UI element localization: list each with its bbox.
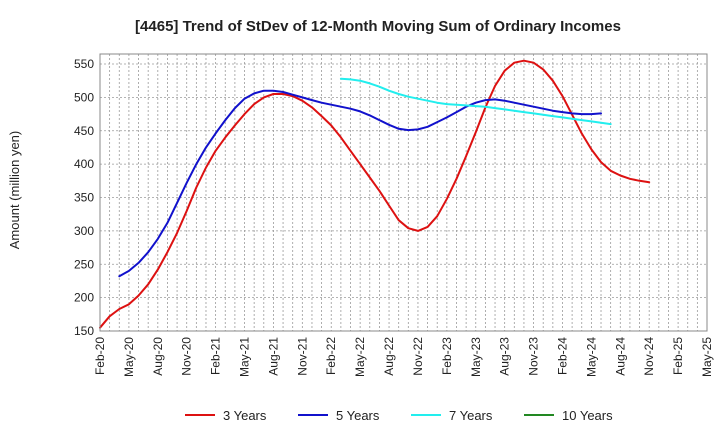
legend-label: 10 Years <box>562 408 613 423</box>
series-lines <box>99 59 651 329</box>
x-tick-label: Nov-21 <box>295 337 309 376</box>
legend-label: 3 Years <box>223 408 267 423</box>
chart-title: [4465] Trend of StDev of 12-Month Moving… <box>135 18 621 35</box>
y-tick-label: 200 <box>74 291 94 305</box>
x-tick-label: Nov-24 <box>642 337 656 376</box>
x-tick-label: Feb-21 <box>209 337 223 375</box>
y-tick-label: 400 <box>74 157 94 171</box>
y-tick-label: 500 <box>74 90 94 104</box>
x-tick-label: Nov-20 <box>180 337 194 376</box>
x-tick-label: Feb-23 <box>440 337 454 375</box>
x-tick-label: May-25 <box>700 337 714 377</box>
legend: 3 Years 5 Years 7 Years 10 Years <box>185 408 613 423</box>
x-tick-labels: Feb-20 May-20 Aug-20 Nov-20 Feb-21 May-21 Aug-… <box>93 337 714 377</box>
x-tick-label: Nov-22 <box>411 337 425 376</box>
series-line-3-years <box>99 59 651 329</box>
grid <box>99 54 708 332</box>
x-tick-label: Feb-22 <box>324 337 338 375</box>
legend-label: 7 Years <box>449 408 493 423</box>
x-tick-label: May-20 <box>122 337 136 377</box>
x-tick-label: Feb-25 <box>671 337 685 375</box>
x-tick-label: Feb-20 <box>93 337 107 375</box>
x-tick-label: May-24 <box>584 337 598 377</box>
y-axis-label: Amount (million yen) <box>7 131 22 250</box>
series-line-5-years <box>118 89 602 278</box>
y-tick-label: 550 <box>74 57 94 71</box>
plot-frame <box>99 53 708 332</box>
y-tick-label: 450 <box>74 124 94 138</box>
x-tick-label: Aug-20 <box>151 337 165 376</box>
x-tick-label: Aug-22 <box>382 337 396 376</box>
x-tick-label: Aug-23 <box>498 337 512 376</box>
x-tick-label: Aug-24 <box>613 337 627 376</box>
y-tick-label: 350 <box>74 191 94 205</box>
x-tick-label: Nov-23 <box>527 337 541 376</box>
x-tick-label: May-22 <box>353 337 367 377</box>
y-tick-labels: 150 200 250 300 350 400 450 500 550 <box>74 57 94 338</box>
legend-label: 5 Years <box>336 408 380 423</box>
x-tick-label: Aug-21 <box>266 337 280 376</box>
x-tick-label: May-23 <box>469 337 483 377</box>
x-tick-label: Feb-24 <box>555 337 569 375</box>
y-tick-label: 150 <box>74 324 94 338</box>
series-line-7-years <box>339 77 612 126</box>
x-tick-label: May-21 <box>238 337 252 377</box>
y-tick-label: 250 <box>74 257 94 271</box>
y-tick-label: 300 <box>74 224 94 238</box>
